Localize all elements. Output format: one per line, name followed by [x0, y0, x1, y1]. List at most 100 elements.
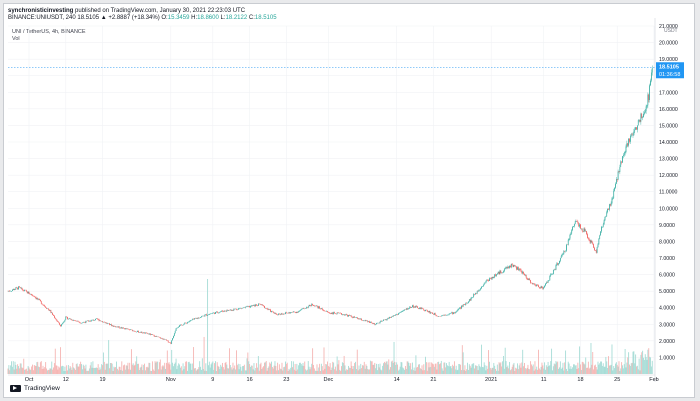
- candle-body: [590, 240, 592, 243]
- volume-bar: [382, 365, 384, 374]
- volume-bar: [20, 363, 22, 374]
- volume-bar: [151, 361, 153, 374]
- volume-bar: [523, 366, 525, 374]
- candle-body: [413, 306, 415, 308]
- time-tick-label: 11: [541, 377, 547, 383]
- candle-body: [512, 265, 514, 267]
- candle-body: [117, 326, 119, 328]
- volume-bar: [467, 362, 469, 374]
- volume-bar: [534, 361, 536, 374]
- volume-bar: [179, 364, 181, 374]
- price-tick-label: 3.0000: [659, 322, 675, 328]
- price-axis-unit: USDT: [664, 28, 678, 34]
- volume-bar: [522, 349, 524, 374]
- candle-body: [603, 220, 605, 225]
- volume-bar: [643, 360, 645, 374]
- candle-body: [106, 322, 108, 324]
- candle-body: [461, 305, 463, 307]
- volume-bar: [497, 370, 499, 374]
- volume-bar: [584, 364, 586, 374]
- volume-bar: [329, 363, 331, 374]
- volume-legend[interactable]: Vol: [12, 36, 20, 42]
- volume-bar: [268, 366, 270, 374]
- volume-bar: [585, 357, 587, 374]
- volume-bar: [28, 367, 30, 374]
- candle-body: [41, 303, 43, 305]
- footer-brand[interactable]: TradingView: [10, 385, 60, 392]
- candle-body: [230, 309, 232, 311]
- candle-body: [198, 317, 200, 319]
- candle-body: [255, 304, 257, 307]
- volume-bar: [41, 368, 43, 374]
- symbol-label[interactable]: BINANCE:UNIUSDT, 240: [8, 15, 76, 21]
- volume-bar: [530, 361, 532, 374]
- volume-bar: [533, 370, 535, 374]
- volume-bar: [47, 369, 49, 374]
- volume-bar: [197, 369, 199, 374]
- candle-body: [454, 312, 456, 314]
- volume-bar: [594, 365, 595, 374]
- candle-body: [508, 266, 510, 268]
- volume-bar: [22, 368, 24, 374]
- volume-bar: [315, 370, 317, 374]
- volume-bar: [328, 366, 330, 374]
- candle-body: [49, 310, 51, 311]
- volume-bar: [546, 366, 548, 374]
- candle-body: [95, 318, 96, 321]
- candle-body: [555, 265, 557, 270]
- volume-bar: [334, 369, 335, 374]
- volume-bar: [396, 362, 398, 374]
- volume-bar: [528, 368, 530, 374]
- candle-body: [550, 274, 552, 276]
- candle-body: [281, 313, 283, 315]
- candle-body: [398, 313, 399, 315]
- candle-body: [514, 265, 516, 266]
- volume-bar: [404, 369, 405, 374]
- volume-bar: [19, 363, 21, 374]
- candle-body: [112, 325, 114, 327]
- volume-bar: [62, 366, 64, 374]
- candle-body: [125, 328, 127, 330]
- candle-body: [527, 279, 529, 280]
- candle-body: [640, 113, 642, 122]
- volume-bar: [232, 362, 234, 374]
- candle-body: [423, 308, 425, 311]
- author-name[interactable]: synchronisticinvesting: [8, 8, 74, 14]
- candle-body: [538, 287, 540, 288]
- volume-bar: [416, 367, 418, 374]
- volume-bar: [90, 362, 92, 374]
- volume-bar: [193, 368, 195, 374]
- volume-bar: [254, 370, 256, 374]
- price-tick-label: 1.0000: [659, 355, 675, 361]
- volume-bar: [375, 368, 377, 374]
- volume-bar: [446, 365, 448, 374]
- volume-bar: [257, 356, 259, 374]
- volume-bar: [451, 368, 453, 374]
- volume-bar: [392, 362, 394, 374]
- volume-bar: [622, 365, 623, 374]
- volume-bar: [187, 362, 189, 374]
- candle-body: [626, 143, 628, 147]
- volume-bar: [566, 368, 567, 374]
- volume-bar: [91, 367, 93, 374]
- volume-bar: [65, 370, 67, 374]
- volume-bar: [590, 342, 592, 374]
- volume-bar: [172, 362, 174, 374]
- publish-info: published on TradingView.com, January 30…: [75, 8, 246, 14]
- candle-body: [104, 322, 106, 324]
- volume-bar: [227, 368, 229, 374]
- candle-body: [17, 287, 18, 290]
- volume-bar: [579, 346, 581, 374]
- volume-bar: [613, 366, 615, 374]
- volume-bar: [119, 366, 121, 374]
- volume-bar: [222, 362, 223, 374]
- volume-bar: [269, 362, 271, 374]
- candle-body: [46, 307, 47, 309]
- volume-bar: [538, 349, 539, 374]
- volume-bar: [358, 365, 360, 374]
- candle-body: [637, 120, 639, 126]
- volume-bar: [184, 366, 186, 374]
- volume-bar: [386, 361, 388, 374]
- chart-canvas[interactable]: 1.0000 2.0000 3.0000 4.0000 5.0000 6.0000 7.00…: [4, 4, 694, 397]
- series-legend[interactable]: UNI / TetherUS, 4h, BINANCE: [12, 29, 86, 35]
